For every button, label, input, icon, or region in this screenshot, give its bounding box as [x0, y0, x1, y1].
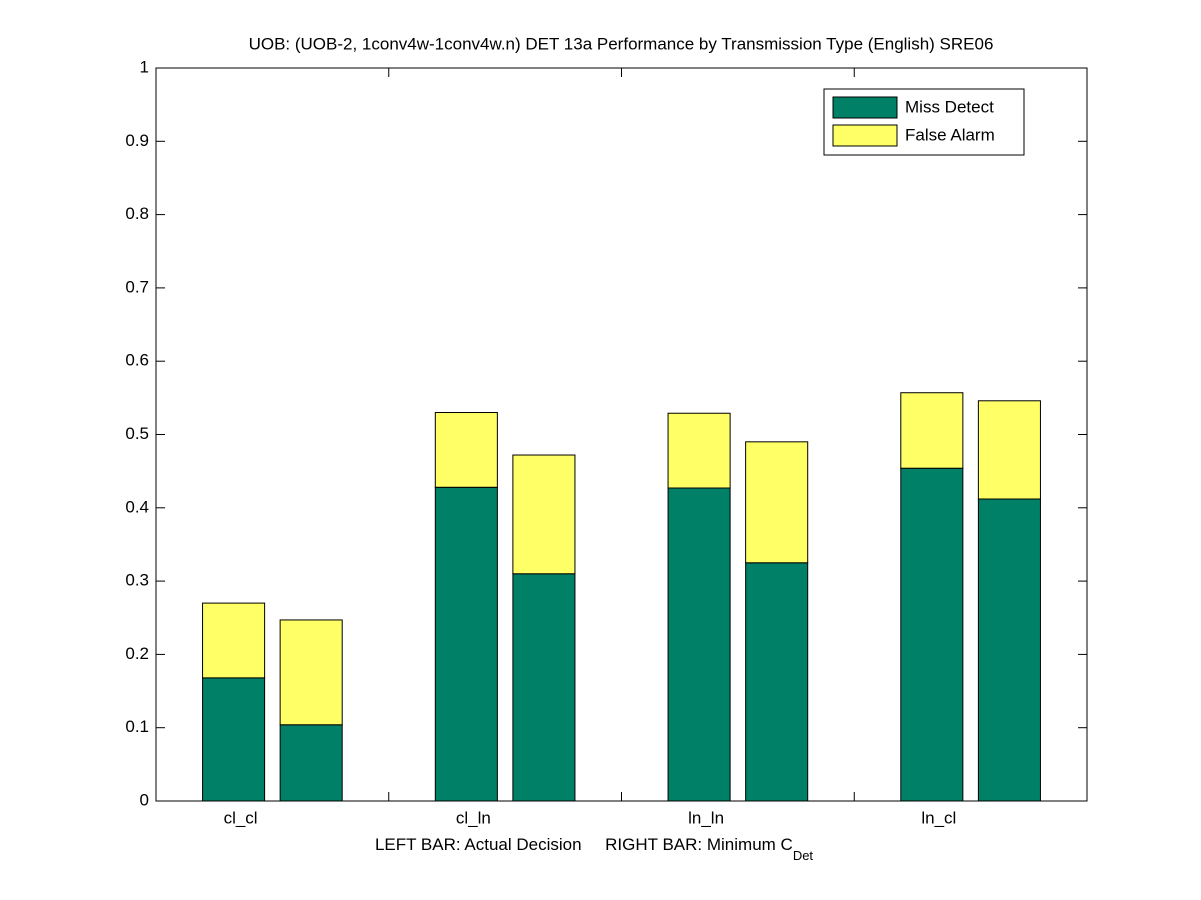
y-tick-label: 0.2 [125, 644, 149, 663]
x-label-main: LEFT BAR: Actual Decision RIGHT BAR: Min… [375, 835, 793, 854]
y-tick-label: 0.9 [125, 131, 149, 150]
y-tick-label: 0.7 [125, 277, 149, 296]
bar-segment [512, 454, 576, 575]
bar-segment [279, 619, 343, 726]
y-tick-label: 0 [140, 790, 149, 809]
bar-segment [745, 441, 809, 564]
bar-segment [434, 412, 498, 488]
bar-segment [900, 392, 964, 469]
bar-segment [279, 724, 343, 802]
bar-segment [977, 498, 1041, 802]
y-tick-label: 0.4 [125, 497, 149, 516]
bar-segment [202, 677, 266, 802]
x-category-label: ln_ln [688, 808, 724, 827]
bar-segment [667, 487, 731, 802]
x-category-label: ln_cl [921, 808, 956, 827]
x-category-label: cl_ln [456, 808, 491, 827]
y-tick-label: 0.6 [125, 351, 149, 370]
bar-segment [667, 412, 731, 489]
y-tick-label: 0.3 [125, 571, 149, 590]
y-tick-label: 1 [140, 57, 149, 76]
legend-swatch [832, 96, 898, 119]
x-label-subscript: Det [793, 848, 814, 863]
legend-label: False Alarm [905, 125, 995, 144]
legend-label: Miss Detect [905, 97, 994, 116]
bar-segment [900, 467, 964, 802]
x-axis-label: LEFT BAR: Actual Decision RIGHT BAR: Min… [375, 835, 813, 863]
bar-segment [202, 602, 266, 679]
y-tick-label: 0.1 [125, 717, 149, 736]
bar-segment [512, 573, 576, 802]
y-tick-label: 0.8 [125, 204, 149, 223]
legend-swatch [832, 124, 898, 147]
chart-title: UOB: (UOB-2, 1conv4w-1conv4w.n) DET 13a … [249, 34, 994, 53]
bar-segment [977, 400, 1041, 500]
y-tick-label: 0.5 [125, 424, 149, 443]
bar-segment [434, 486, 498, 802]
x-category-label: cl_cl [224, 808, 258, 827]
bar-segment [745, 562, 809, 802]
